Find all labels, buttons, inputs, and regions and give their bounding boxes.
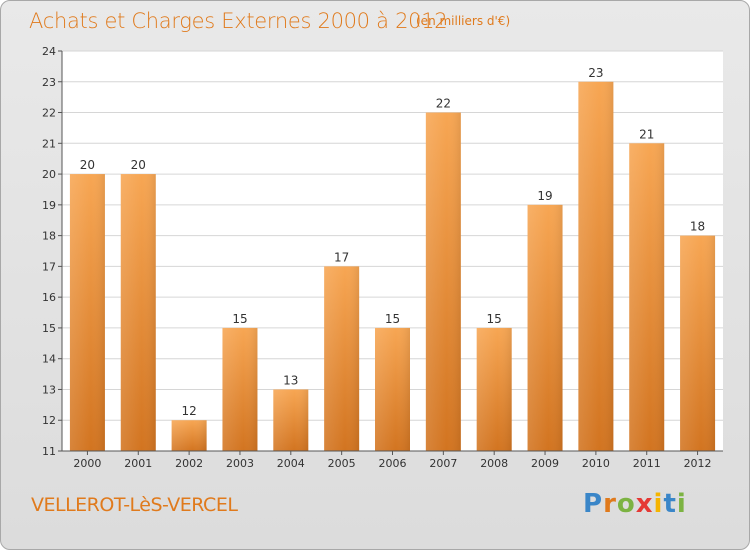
bar-shade — [629, 143, 665, 452]
y-tick-label: 14 — [42, 353, 56, 366]
bar-shade — [120, 174, 156, 452]
data-label: 22 — [436, 97, 451, 111]
logo-letter: P — [583, 489, 604, 519]
chart-title: Achats et Charges Externes 2000 à 2012 — [29, 9, 448, 33]
x-tick-label: 2006 — [379, 457, 407, 470]
x-tick-label: 2001 — [124, 457, 152, 470]
y-tick-label: 15 — [42, 322, 56, 335]
y-tick-label: 21 — [42, 137, 56, 150]
x-tick-label: 2004 — [277, 457, 305, 470]
bar-shade — [69, 174, 105, 452]
x-tick-label: 2005 — [328, 457, 356, 470]
y-tick-label: 11 — [42, 445, 56, 458]
commune-name: VELLEROT-LèS-VERCEL — [31, 494, 238, 516]
logo-letter: o — [616, 489, 636, 519]
data-label: 17 — [334, 250, 349, 264]
bar-shade — [425, 112, 461, 452]
data-label: 23 — [588, 66, 603, 80]
logo-letter: x — [635, 489, 654, 519]
data-label: 13 — [283, 373, 298, 387]
proxiti-logo: Proxiti — [583, 489, 687, 519]
y-tick-label: 19 — [42, 199, 56, 212]
y-tick-label: 23 — [42, 76, 56, 89]
y-tick-label: 16 — [42, 291, 56, 304]
logo-letter: i — [676, 489, 687, 519]
data-label: 20 — [80, 158, 95, 172]
bar-shade — [375, 327, 410, 451]
y-tick-label: 20 — [42, 168, 56, 181]
data-label: 20 — [131, 158, 146, 172]
y-tick-label: 12 — [42, 414, 56, 427]
x-tick-label: 2010 — [582, 457, 610, 470]
chart-unit: (en milliers d'€) — [416, 14, 511, 28]
y-tick-label: 13 — [42, 383, 56, 396]
x-tick-label: 2008 — [480, 457, 508, 470]
x-tick-label: 2009 — [531, 457, 559, 470]
bar-shade — [680, 235, 716, 451]
x-tick-label: 2011 — [633, 457, 661, 470]
logo-letter: r — [603, 489, 617, 519]
data-label: 21 — [639, 127, 654, 141]
bar-shade — [171, 420, 207, 451]
bar-shade — [578, 81, 614, 452]
data-label: 18 — [690, 220, 705, 234]
y-tick-label: 17 — [42, 260, 56, 273]
x-tick-label: 2000 — [73, 457, 101, 470]
bar-shade — [273, 389, 309, 451]
bar-shade — [527, 204, 563, 451]
data-label: 15 — [232, 312, 247, 326]
bar-shade — [476, 327, 512, 451]
x-tick-label: 2007 — [429, 457, 457, 470]
data-label: 15 — [385, 312, 400, 326]
x-tick-label: 2002 — [175, 457, 203, 470]
y-tick-label: 22 — [42, 107, 56, 120]
x-tick-label: 2003 — [226, 457, 254, 470]
data-label: 12 — [181, 404, 196, 418]
bar-shade — [324, 266, 360, 451]
logo-letter: t — [663, 489, 677, 519]
y-tick-label: 18 — [42, 230, 56, 243]
bar-shade — [222, 327, 258, 451]
logo-letter: i — [653, 489, 664, 519]
data-label: 19 — [537, 189, 552, 203]
x-tick-label: 2012 — [684, 457, 712, 470]
y-tick-label: 24 — [42, 45, 56, 58]
data-label: 15 — [487, 312, 502, 326]
